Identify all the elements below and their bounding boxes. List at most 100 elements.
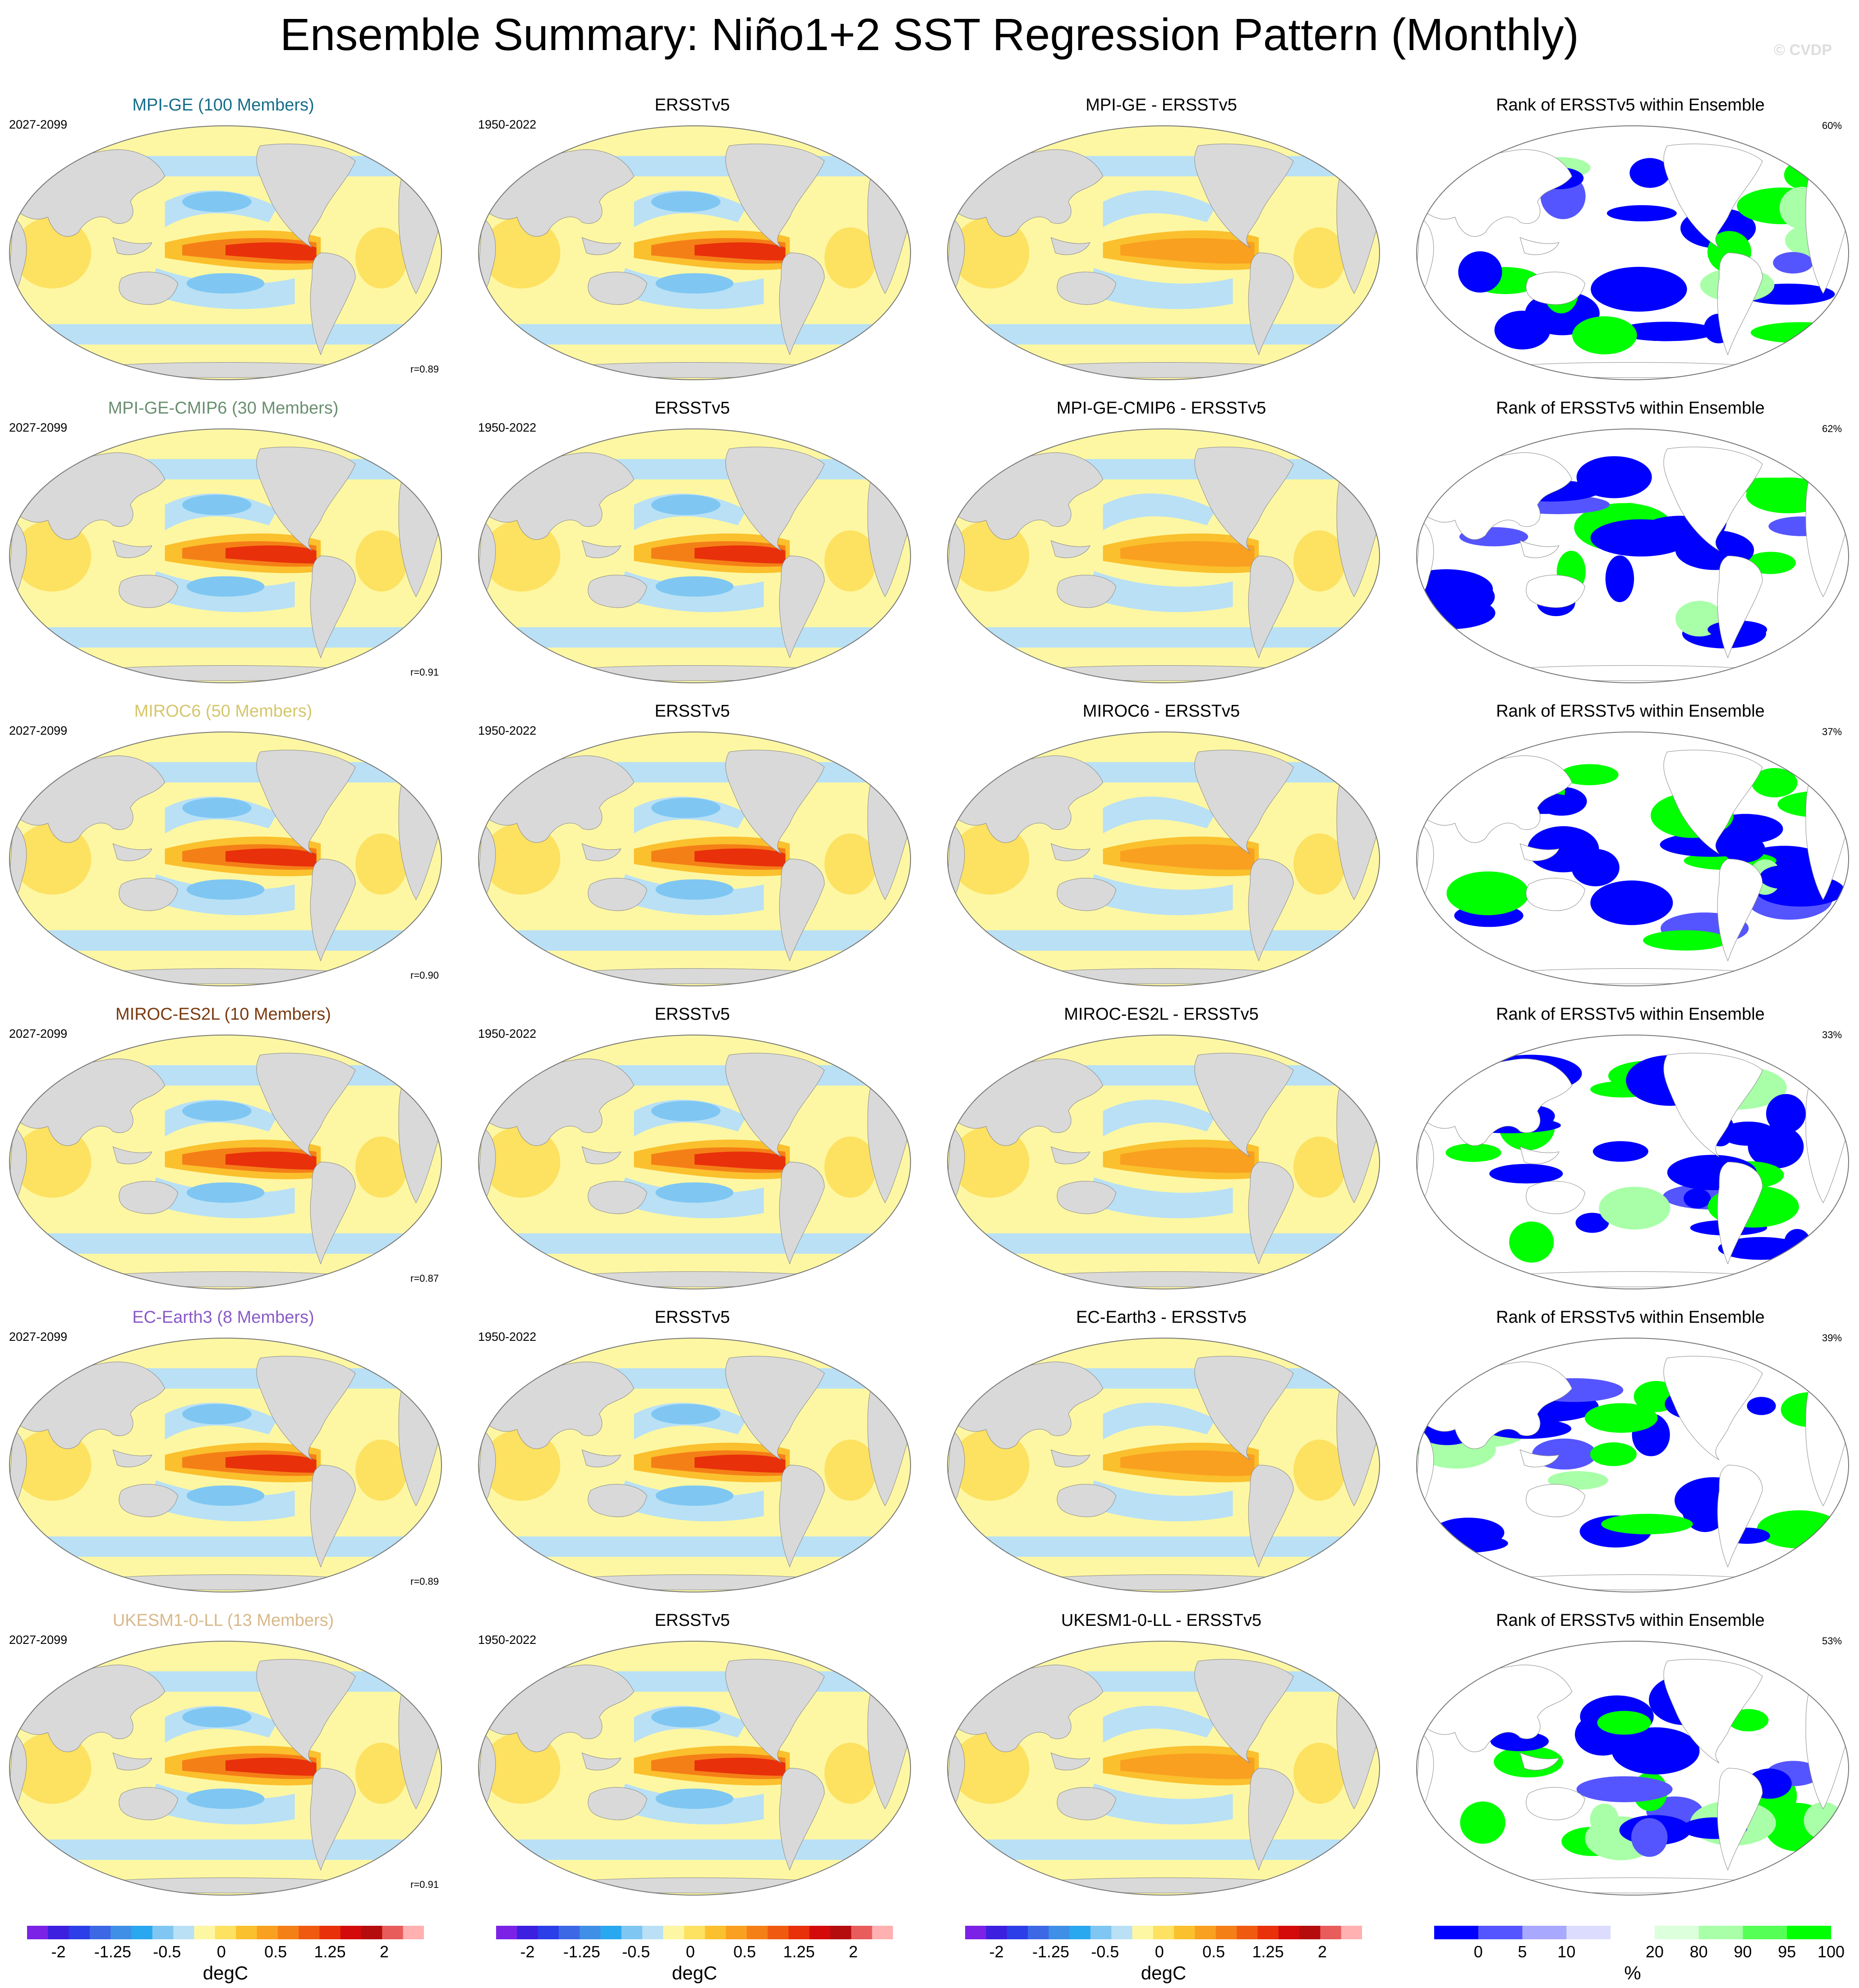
obs-period: 1950-2022 <box>478 1330 537 1344</box>
model-period: 2027-2099 <box>9 724 68 737</box>
difference-panel-title: MIROC-ES2L - ERSSTv5 <box>1064 1005 1259 1024</box>
colorbar-tick-label: 0 <box>1473 1942 1483 1961</box>
colorbar-swatch <box>1174 1926 1195 1939</box>
rank-map <box>1416 732 1849 986</box>
colorbar-tick-label: -2 <box>51 1942 66 1961</box>
obs-panel-title: ERSSTv5 <box>654 702 730 721</box>
colorbar-swatch <box>1341 1926 1362 1939</box>
colorbar-tick-label: 0.5 <box>1202 1942 1225 1961</box>
rank-map <box>1416 428 1849 683</box>
colorbar-swatch <box>1007 1926 1028 1939</box>
colorbar-swatch <box>1654 1926 1699 1939</box>
colorbar-tick-label: 0.5 <box>733 1942 756 1961</box>
rank-panel-title: Rank of ERSSTv5 within Ensemble <box>1496 702 1765 721</box>
difference-map <box>947 732 1380 986</box>
colorbar-swatch <box>684 1926 705 1939</box>
obs-panel-title: ERSSTv5 <box>654 1611 730 1630</box>
rank-colorbar <box>1434 1926 1831 1939</box>
colorbar-swatch <box>194 1926 216 1939</box>
colorbar-tick-label: -1.25 <box>94 1942 131 1961</box>
model-period: 2027-2099 <box>9 1027 68 1040</box>
colorbar-tick-label: 2 <box>848 1942 858 1961</box>
model-period: 2027-2099 <box>9 118 68 131</box>
rank-panel-title: Rank of ERSSTv5 within Ensemble <box>1496 1308 1765 1327</box>
rank-map <box>1416 1338 1849 1592</box>
colorbar-tick-label: -1.25 <box>1032 1942 1069 1961</box>
obs-regression-map <box>478 732 911 986</box>
colorbar-swatch <box>642 1926 664 1939</box>
difference-map <box>947 1338 1380 1592</box>
regression-colorbar <box>496 1926 893 1939</box>
colorbar-swatch <box>809 1926 831 1939</box>
colorbar-tick-label: 90 <box>1734 1942 1752 1961</box>
colorbar-tick-label: 10 <box>1557 1942 1576 1961</box>
colorbar-swatch <box>872 1926 893 1939</box>
colorbar-swatch <box>1069 1926 1091 1939</box>
obs-regression-map <box>478 428 911 683</box>
rank-map <box>1416 1035 1849 1289</box>
colorbar-swatch <box>600 1926 622 1939</box>
rank-panel-title: Rank of ERSSTv5 within Ensemble <box>1496 96 1765 115</box>
colorbar-swatch <box>705 1926 726 1939</box>
colorbar-swatch <box>986 1926 1008 1939</box>
colorbar-tick-label: 2 <box>1317 1942 1327 1961</box>
colorbar-tick-label: 80 <box>1689 1942 1708 1961</box>
pattern-correlation: r=0.89 <box>410 1576 439 1587</box>
colorbar-swatch <box>361 1926 382 1939</box>
colorbar-tick-label: 100 <box>1817 1942 1845 1961</box>
model-regression-map <box>9 1338 442 1592</box>
colorbar-swatch <box>768 1926 789 1939</box>
colorbar-swatch <box>1787 1926 1831 1939</box>
colorbar-swatch <box>558 1926 580 1939</box>
colorbar-swatch <box>277 1926 299 1939</box>
colorbar-swatch <box>1153 1926 1174 1939</box>
obs-period: 1950-2022 <box>478 724 537 737</box>
colorbar-swatch <box>788 1926 810 1939</box>
obs-panel-title: ERSSTv5 <box>654 1308 730 1327</box>
difference-panel-title: MPI-GE - ERSSTv5 <box>1086 96 1237 115</box>
colorbar-swatch <box>1049 1926 1070 1939</box>
model-regression-map <box>9 732 442 986</box>
colorbar-tick-label: 1.25 <box>1252 1942 1284 1961</box>
model-regression-map <box>9 125 442 380</box>
colorbar-swatch <box>48 1926 69 1939</box>
colorbar-swatch <box>538 1926 559 1939</box>
colorbar-tick-label: 0 <box>686 1942 695 1961</box>
colorbar-swatch <box>1027 1926 1049 1939</box>
obs-regression-map <box>478 125 911 380</box>
colorbar-swatch <box>1195 1926 1216 1939</box>
colorbar-swatch <box>1522 1926 1567 1939</box>
rank-percent: 62% <box>1822 423 1842 434</box>
pattern-correlation: r=0.89 <box>410 364 439 375</box>
colorbar-swatch <box>1743 1926 1787 1939</box>
colorbar-tick-label: 20 <box>1645 1942 1664 1961</box>
colorbar-swatch <box>746 1926 768 1939</box>
model-period: 2027-2099 <box>9 1633 68 1647</box>
colorbar-swatch <box>236 1926 257 1939</box>
model-panel-title: UKESM1-0-LL (13 Members) <box>112 1611 334 1630</box>
colorbar-tick-label: -0.5 <box>1091 1942 1119 1961</box>
colorbar-swatch <box>496 1926 517 1939</box>
model-panel-title: EC-Earth3 (8 Members) <box>132 1308 314 1327</box>
difference-map <box>947 428 1380 683</box>
colorbar-swatch <box>89 1926 111 1939</box>
colorbar-unit: % <box>1624 1962 1641 1983</box>
colorbar-swatch <box>299 1926 320 1939</box>
obs-period: 1950-2022 <box>478 1633 537 1647</box>
difference-map <box>947 1641 1380 1896</box>
colorbar-swatch <box>1566 1926 1611 1939</box>
colorbar-swatch <box>580 1926 601 1939</box>
colorbar-swatch <box>69 1926 90 1939</box>
colorbar-swatch <box>403 1926 424 1939</box>
colorbar-swatch <box>173 1926 195 1939</box>
rank-panel-title: Rank of ERSSTv5 within Ensemble <box>1496 1611 1765 1630</box>
colorbar-swatch <box>1237 1926 1258 1939</box>
obs-period: 1950-2022 <box>478 421 537 434</box>
colorbar-tick-label: -2 <box>520 1942 535 1961</box>
rank-map <box>1416 125 1849 380</box>
rank-percent: 37% <box>1822 726 1842 737</box>
colorbar-tick-label: -0.5 <box>622 1942 650 1961</box>
colorbar-swatch <box>257 1926 278 1939</box>
model-regression-map <box>9 428 442 683</box>
colorbar-unit: degC <box>672 1962 718 1983</box>
